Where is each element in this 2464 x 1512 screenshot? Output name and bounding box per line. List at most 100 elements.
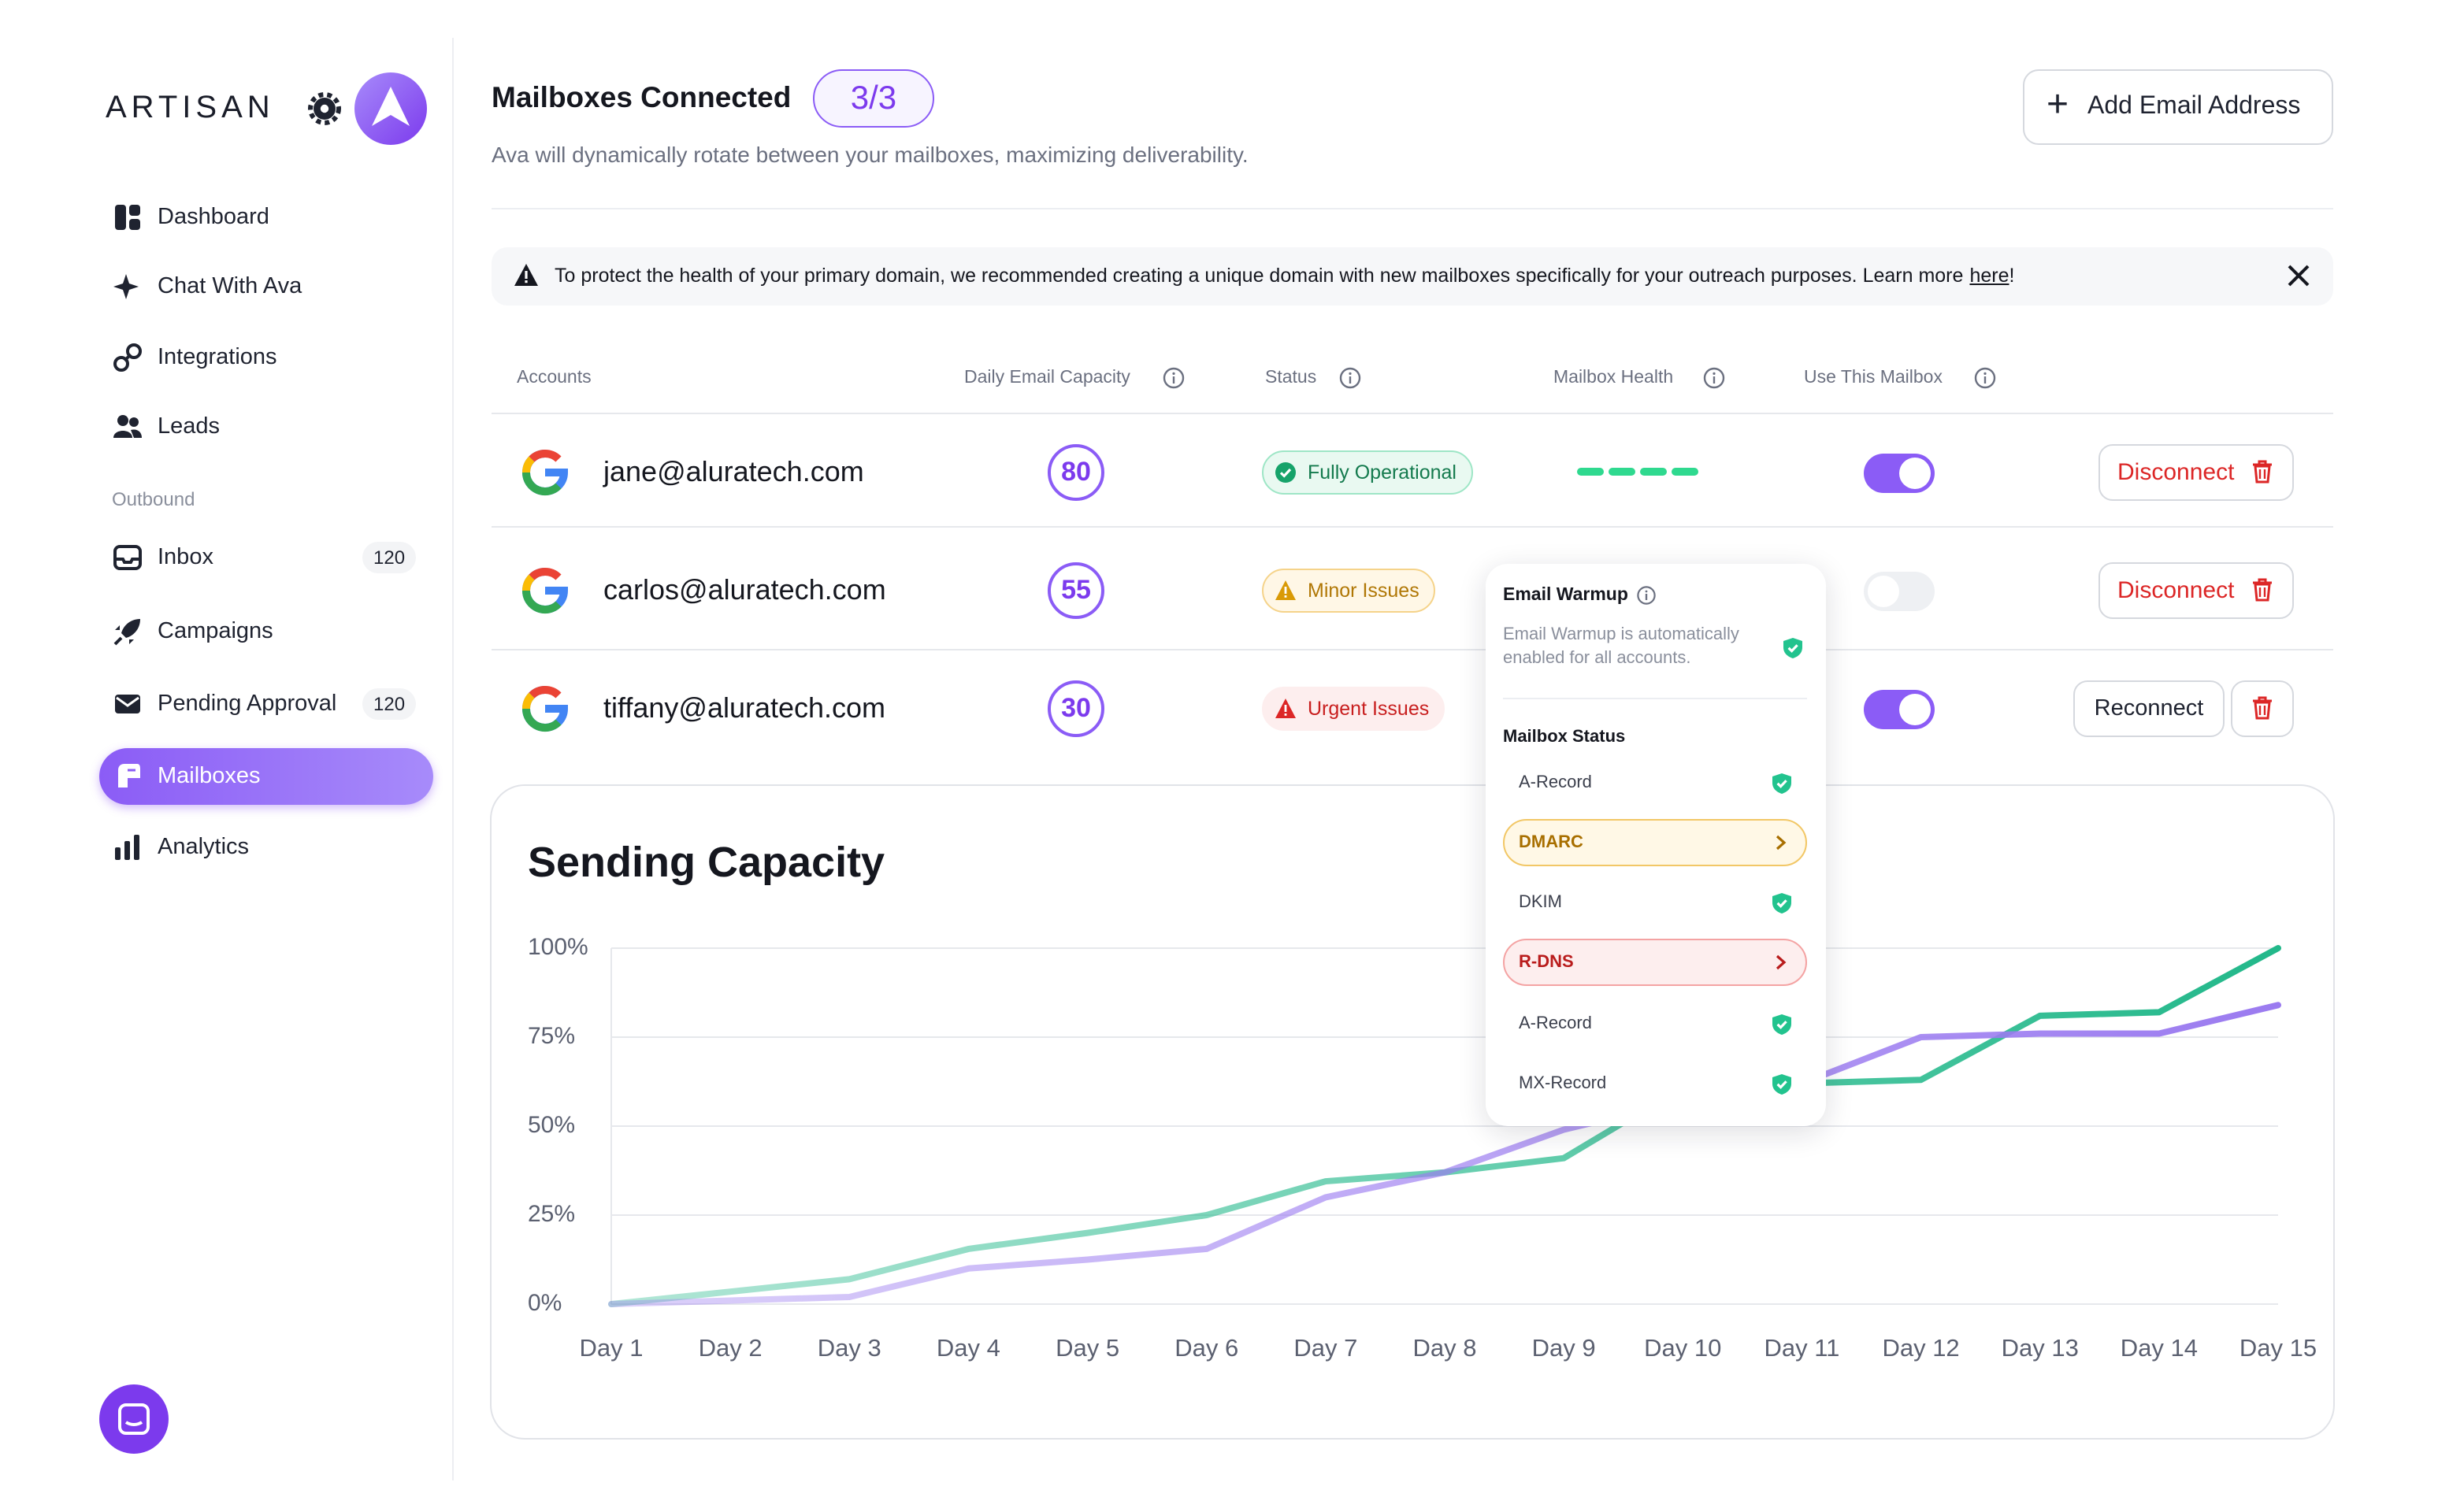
y-tick-label: 25% xyxy=(528,1201,575,1227)
status-item: A-Record xyxy=(1519,1014,1592,1033)
nav-item[interactable]: Pending Approval xyxy=(158,691,337,717)
status-icon-part xyxy=(1284,713,1287,716)
status-icon xyxy=(1275,699,1296,718)
status-item-alert[interactable] xyxy=(1503,819,1807,866)
nav-icon-part xyxy=(124,841,130,860)
trash-icon xyxy=(2253,578,2272,602)
capacity-value: 55 xyxy=(1061,575,1091,605)
nav-item[interactable]: Dashboard xyxy=(158,205,269,230)
use-toggle[interactable] xyxy=(1864,572,1935,611)
nav-item[interactable]: Chat With Ava xyxy=(158,274,302,299)
status-item-alert[interactable] xyxy=(1503,939,1807,986)
y-tick-label: 0% xyxy=(528,1290,562,1316)
info-icon-part xyxy=(1163,367,1185,389)
x-tick-label: Day 3 xyxy=(818,1334,881,1362)
health-bar-part xyxy=(1640,468,1667,476)
capacity-ring xyxy=(1048,562,1104,619)
info-icon-part xyxy=(1172,376,1175,384)
status-icon xyxy=(1275,580,1296,600)
disconnect-label: Disconnect xyxy=(2117,459,2235,486)
nav-icon-part xyxy=(115,625,134,644)
status-item: DKIM xyxy=(1519,893,1562,912)
page-subtitle: Ava will dynamically rotate between your… xyxy=(492,142,1249,167)
column-header: Daily Email Capacity xyxy=(964,369,1130,387)
info-icon-part xyxy=(1645,594,1648,600)
y-tick-label: 75% xyxy=(528,1023,575,1049)
use-toggle[interactable] xyxy=(1864,454,1935,493)
use-toggle-part xyxy=(1899,694,1931,725)
brand: ARTISAN xyxy=(106,91,275,125)
popup-title: Email Warmup xyxy=(1503,586,1628,605)
status-pill: Fully Operational xyxy=(1262,450,1472,495)
x-tick-label: Day 12 xyxy=(1882,1334,1959,1362)
trash-icon-part xyxy=(2258,587,2266,597)
info-icon xyxy=(1637,586,1656,605)
status-check xyxy=(1772,773,1791,794)
nav-item[interactable]: Integrations xyxy=(158,345,277,370)
nav-active-bg xyxy=(99,748,433,805)
alert-icon-part xyxy=(525,271,528,279)
trash-icon-part xyxy=(2254,465,2271,484)
status-item: A-Record xyxy=(1519,773,1592,792)
nav-icon-part xyxy=(115,558,140,564)
trash-icon-part xyxy=(2254,583,2271,602)
reconnect-button[interactable]: Reconnect xyxy=(2073,680,2225,737)
google-logo-part xyxy=(521,590,562,614)
disconnect-button[interactable] xyxy=(2098,562,2294,619)
nav-item[interactable]: Inbox xyxy=(158,545,213,570)
google-logo-part xyxy=(521,456,535,473)
capacity-value: 30 xyxy=(1061,693,1091,723)
info-icon-part xyxy=(1349,372,1352,375)
nav-item[interactable]: Analytics xyxy=(158,835,250,860)
nav-icon xyxy=(113,274,139,299)
google-logo-part xyxy=(529,567,562,580)
nav-icon xyxy=(115,835,139,860)
status-check-part xyxy=(1776,1021,1787,1029)
nav-icon-part xyxy=(113,636,123,646)
nav-badge: 120 xyxy=(362,688,417,720)
add-email-button[interactable]: + Add Email Address xyxy=(2023,69,2333,145)
series-line xyxy=(608,1002,2281,1307)
x-tick-label: Day 2 xyxy=(699,1334,763,1362)
x-tick-label: Day 10 xyxy=(1644,1334,1721,1362)
info-icon-part xyxy=(1713,372,1716,375)
status-check-part xyxy=(1776,1080,1787,1089)
google-logo xyxy=(521,685,569,732)
capacity-ring-part xyxy=(1048,444,1104,501)
nav-icon xyxy=(118,764,140,788)
nav-item[interactable]: Campaigns xyxy=(158,619,273,644)
nav-icon-part xyxy=(116,696,139,707)
google-logo xyxy=(521,567,569,614)
support-button-part xyxy=(118,1403,150,1435)
avatar xyxy=(354,72,427,145)
nav-item[interactable]: Mailboxes xyxy=(158,764,261,789)
trash-icon-part xyxy=(2258,469,2266,479)
disconnect-label: Disconnect xyxy=(2117,577,2235,604)
nav-item[interactable]: Leads xyxy=(158,414,221,439)
chevron xyxy=(1776,835,1787,850)
popup-divider xyxy=(1503,698,1807,699)
health-bar-part xyxy=(1577,468,1604,476)
alert-icon xyxy=(514,264,538,286)
x-tick-label: Day 6 xyxy=(1174,1334,1238,1362)
status-icon-part xyxy=(1284,705,1287,712)
alert-link[interactable]: here xyxy=(1969,265,2009,287)
count-pill: 3/3 xyxy=(813,69,934,128)
google-logo-part xyxy=(529,685,562,699)
disconnect-button[interactable] xyxy=(2098,444,2294,501)
info-icon xyxy=(1339,367,1361,389)
use-toggle[interactable] xyxy=(1864,690,1935,729)
add-email-plus: + xyxy=(2047,83,2069,126)
trash-icon-part xyxy=(2254,701,2271,720)
delete-button[interactable] xyxy=(2231,680,2294,737)
nav-icon-part xyxy=(134,835,139,860)
alert-close[interactable] xyxy=(2288,265,2310,287)
status-icon-part xyxy=(1284,587,1287,594)
info-icon-part xyxy=(1703,367,1725,389)
x-tick-label: Day 14 xyxy=(2121,1334,2198,1362)
info-icon xyxy=(1974,367,1996,389)
x-tick-label: Day 5 xyxy=(1056,1334,1119,1362)
warmup-check xyxy=(1783,638,1802,658)
info-icon xyxy=(1703,367,1725,389)
